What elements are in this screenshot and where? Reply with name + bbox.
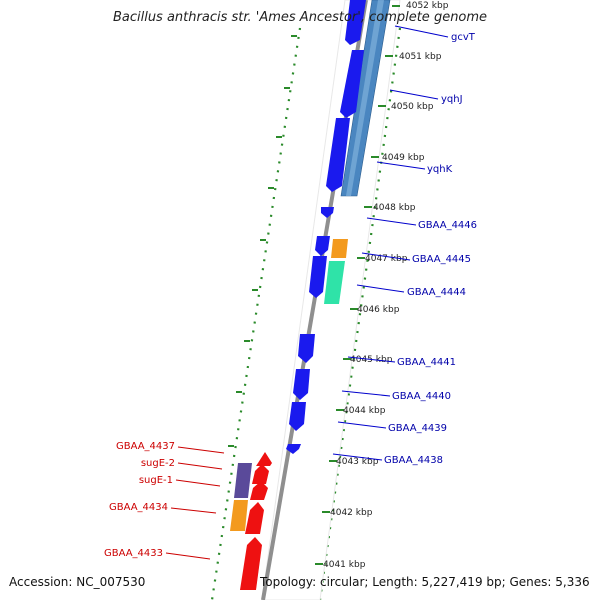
feature-orange-lower[interactable] xyxy=(230,500,248,531)
gene-label-GBAA_4434[interactable]: GBAA_4434 xyxy=(109,502,168,513)
gene-label-GBAA_4433[interactable]: GBAA_4433 xyxy=(104,548,163,559)
blast-hit-highlight xyxy=(346,0,384,196)
cds-GBAA_4439[interactable] xyxy=(289,402,306,431)
tick-label-4045: 4045 kbp xyxy=(350,355,393,365)
outer-track-left xyxy=(210,27,302,600)
feature-teal[interactable] xyxy=(324,261,345,304)
gene-label-sugE-1[interactable]: sugE-1 xyxy=(139,475,173,486)
cds-GBAA_4444[interactable] xyxy=(309,256,327,298)
tick-label-4042: 4042 kbp xyxy=(330,508,373,518)
cds-GBAA_4433[interactable] xyxy=(240,537,262,590)
tick-label-4048: 4048 kbp xyxy=(373,203,416,213)
cds-GBAA_4437[interactable] xyxy=(256,452,272,466)
map-title: Bacillus anthracis str. 'Ames Ancestor',… xyxy=(112,10,488,25)
gene-label-GBAA_4438[interactable]: GBAA_4438 xyxy=(384,455,443,466)
feature-orange-upper[interactable] xyxy=(331,239,348,258)
tick-marks xyxy=(315,5,400,565)
gene-label-yqhK[interactable]: yqhK xyxy=(427,164,453,175)
gene-label-gcvT[interactable]: gcvT xyxy=(451,32,476,43)
tick-label-4043: 4043 kbp xyxy=(336,457,379,467)
left-track-ticks xyxy=(228,35,297,447)
gene-label-sugE-2[interactable]: sugE-2 xyxy=(141,458,175,469)
cds-yqhJ[interactable] xyxy=(340,50,364,118)
tick-label-4050: 4050 kbp xyxy=(391,102,434,112)
cds-gcvT[interactable] xyxy=(345,0,366,45)
tick-label-4044: 4044 kbp xyxy=(343,406,386,416)
cds-GBAA_4440[interactable] xyxy=(293,369,310,400)
gene-label-GBAA_4445[interactable]: GBAA_4445 xyxy=(412,254,471,265)
cds-sugE-2[interactable] xyxy=(252,464,269,484)
tick-label-4047: 4047 kbp xyxy=(365,254,408,264)
cds-GBAA_4446[interactable] xyxy=(321,207,334,218)
cds-GBAA_4438[interactable] xyxy=(286,444,301,454)
forward-leader-lines xyxy=(332,25,449,461)
tick-label-4051: 4051 kbp xyxy=(399,52,442,62)
topology-label: Topology: circular; Length: 5,227,419 bp… xyxy=(260,575,590,589)
cds-sugE-1[interactable] xyxy=(250,481,268,500)
gene-label-GBAA_4441[interactable]: GBAA_4441 xyxy=(397,357,456,368)
gene-label-yqhJ[interactable]: yqhJ xyxy=(441,94,463,105)
cds-yqhK[interactable] xyxy=(326,118,350,192)
gene-label-GBAA_4444[interactable]: GBAA_4444 xyxy=(407,287,466,298)
gene-label-GBAA_4446[interactable]: GBAA_4446 xyxy=(418,220,477,231)
reverse-leader-lines xyxy=(165,446,225,560)
tick-label-4049: 4049 kbp xyxy=(382,153,425,163)
gene-label-GBAA_4439[interactable]: GBAA_4439 xyxy=(388,423,447,434)
cds-GBAA_4434[interactable] xyxy=(245,502,264,534)
tick-label-4046: 4046 kbp xyxy=(357,305,400,315)
cds-GBAA_4445[interactable] xyxy=(315,236,330,256)
gene-label-GBAA_4440[interactable]: GBAA_4440 xyxy=(392,391,451,402)
outer-track-right xyxy=(318,27,402,600)
cds-GBAA_4441[interactable] xyxy=(298,334,315,363)
tick-label-4041: 4041 kbp xyxy=(323,560,366,570)
tick-label-4052: 4052 kbp xyxy=(406,1,449,11)
feature-purple[interactable] xyxy=(234,463,252,498)
gene-label-GBAA_4437[interactable]: GBAA_4437 xyxy=(116,441,175,452)
accession-label: Accession: NC_007530 xyxy=(9,575,146,589)
